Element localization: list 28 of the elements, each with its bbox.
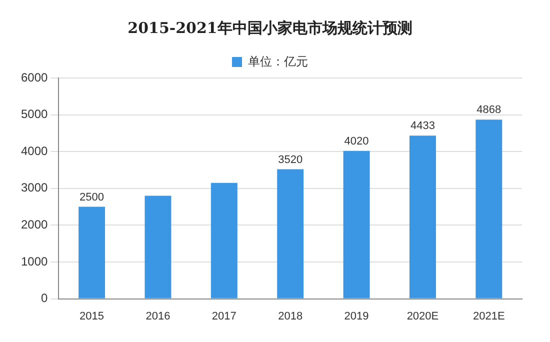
bar bbox=[210, 182, 238, 298]
y-tick-label: 3000 bbox=[20, 180, 48, 195]
bar bbox=[144, 196, 172, 298]
y-tick-label: 6000 bbox=[20, 70, 48, 84]
x-tick-label: 2019 bbox=[344, 310, 369, 322]
x-tick-label: 2016 bbox=[146, 310, 170, 322]
bar bbox=[277, 169, 304, 298]
x-tick-label: 2020E bbox=[406, 310, 439, 322]
data-label: 4868 bbox=[476, 104, 502, 116]
data-label: 2500 bbox=[80, 191, 104, 204]
data-label: 4020 bbox=[344, 135, 369, 148]
y-tick-label: 2000 bbox=[20, 218, 48, 232]
y-tick-label: 4000 bbox=[20, 144, 48, 158]
bar bbox=[409, 136, 436, 298]
bar bbox=[78, 206, 106, 298]
chart-title: 2015-2021年中国小家电市场规统计预测 bbox=[128, 18, 412, 37]
y-tick-label: 5000 bbox=[20, 107, 48, 122]
bar bbox=[476, 120, 502, 298]
data-label: 3520 bbox=[278, 154, 303, 166]
y-tick-label: 1000 bbox=[20, 254, 48, 268]
bar bbox=[343, 150, 370, 298]
x-tick-label: 2018 bbox=[278, 310, 303, 322]
x-tick-label: 2021E bbox=[473, 310, 505, 322]
x-tick-label: 2015 bbox=[80, 310, 104, 322]
x-tick-label: 2017 bbox=[212, 310, 236, 322]
legend-label: 单位：亿元 bbox=[248, 54, 308, 68]
y-tick-label: 0 bbox=[41, 291, 48, 306]
data-label: 4433 bbox=[410, 120, 435, 132]
